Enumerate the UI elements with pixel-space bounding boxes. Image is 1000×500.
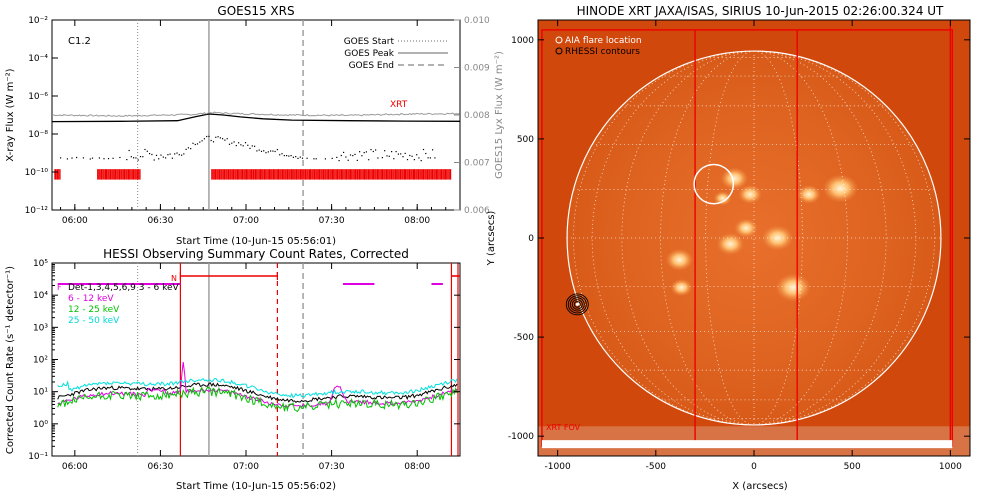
active-region (720, 167, 749, 190)
active-region (734, 218, 758, 238)
hessi-series-6-12keV (57, 361, 458, 408)
hessi-legend: Det-1,3,4,5,6,9 3 - 6 keV 6 - 12 keV 12 … (68, 283, 179, 326)
hessi-marker-f: F (57, 283, 62, 292)
hessi-y-tick-label: 10³ (33, 323, 48, 333)
goes-legend: GOES Start GOES Peak GOES End (344, 37, 448, 71)
goes-y-tick-label: 10⁻⁸ (28, 130, 48, 140)
active-region (665, 248, 694, 271)
hessi-y-tick-label: 10¹ (33, 388, 48, 398)
active-region (761, 225, 794, 251)
hessi-title: HESSI Observing Summary Count Rates, Cor… (103, 247, 409, 261)
goes-y-tick-label: 10⁻¹² (25, 206, 49, 216)
active-region (716, 232, 745, 255)
goes-x-tick-label: 07:30 (319, 216, 345, 226)
legend-rhessi: RHESSI contours (565, 47, 640, 57)
goes-x-tick-label: 08:00 (404, 216, 430, 226)
goes-title: GOES15 XRS (217, 4, 294, 18)
hessi-x-tick-label: 06:00 (62, 462, 88, 472)
goes-y-tick-label: 10⁻² (28, 16, 48, 26)
legend-goes-end: GOES End (349, 61, 394, 71)
legend-goes-peak: GOES Peak (344, 49, 394, 59)
xrt-x-tick-label: 500 (844, 462, 861, 472)
hessi-series-25-50keV (57, 378, 458, 399)
xrt-x-tick-label: -1000 (545, 462, 571, 472)
active-region (713, 191, 732, 206)
legend-hessi-6-12: 6 - 12 keV (68, 294, 114, 304)
goes-xrt-bars (54, 169, 452, 180)
hessi-y-tick-label: 10⁰ (33, 420, 48, 430)
goes-y-label: X-ray Flux (W m⁻²) (5, 68, 16, 161)
hessi-series (57, 361, 458, 413)
goes-series (52, 111, 460, 180)
goes-y-tick-label: 10⁻⁶ (28, 92, 48, 102)
hessi-x-tick-label: 08:00 (404, 462, 430, 472)
hessi-y-label: Corrected Count Rate (s⁻¹ detector⁻¹) (5, 266, 16, 454)
goes-long-series (52, 113, 460, 123)
xrt-fov-label: XRT FOV (546, 423, 581, 432)
xrt-y-tick-label: -1000 (508, 432, 534, 442)
xrt-y-label: Y (arcsecs) (486, 211, 497, 267)
xrt-image (538, 23, 970, 456)
xrt-x-tick-label: 0 (751, 462, 757, 472)
goes-lyx-series (52, 111, 460, 118)
hessi-x-tick-label: 07:00 (233, 462, 259, 472)
aia-flare-circle (693, 163, 735, 205)
hessi-y-tick-label: 10² (33, 356, 48, 366)
xrt-y-tick-label: -500 (514, 333, 535, 343)
legend-hessi-12-25: 12 - 25 keV (68, 305, 120, 315)
xrt-y-tick-label: 1000 (511, 36, 534, 46)
goes-class-label: C1.2 (68, 36, 91, 47)
solar-limb (566, 50, 942, 426)
hessi-marker-n: N (171, 274, 177, 283)
goes-y2-tick-label: 0.006 (464, 206, 490, 216)
goes-y-tick-label: 10⁻⁴ (28, 54, 48, 64)
goes-xrt-label: XRT (390, 100, 408, 110)
hessi-y-tick-label: 10⁴ (33, 291, 48, 301)
goes-panel: GOES15 XRS 06:00 06:30 07:00 07:30 08:00 10⁻¹… (5, 4, 505, 247)
hessi-series-3-6keV (57, 382, 458, 403)
legend-hessi-det: Det-1,3,4,5,6,9 3 - 6 keV (68, 283, 179, 293)
goes-x-label: Start Time (10-Jun-15 05:56:01) (176, 236, 336, 247)
xrt-x-label: X (arcsecs) (732, 481, 788, 492)
active-region (822, 174, 859, 203)
xrt-y-tick-label: 500 (517, 135, 534, 145)
xrt-y-tick-label: 0 (528, 234, 534, 244)
goes-axes: 06:00 06:30 07:00 07:30 08:00 10⁻¹² 10⁻¹⁰ 10⁻⁸ 1… (25, 16, 490, 226)
goes-short-series (60, 135, 436, 162)
active-region (797, 184, 821, 204)
hessi-x-tick-label: 07:30 (319, 462, 345, 472)
legend-aia-flare: AIA flare location (565, 36, 642, 46)
xrt-axes: -1000 -1000 -500 -500 0 0 500 500 1000 1000 (508, 20, 970, 472)
hessi-axes: 06:00 06:30 07:00 07:30 08:00 10⁻¹ 10⁰ 10¹ 10² 10… (28, 259, 460, 472)
goes-y2-tick-label: 0.010 (464, 16, 490, 26)
hessi-x-tick-label: 06:30 (147, 462, 173, 472)
hessi-y-tick-label: 10⁵ (33, 259, 48, 269)
hessi-x-label: Start Time (10-Jun-15 05:56:02) (176, 481, 336, 492)
xrt-x-tick-label: 1000 (939, 462, 962, 472)
goes-y2-tick-label: 0.007 (464, 159, 490, 169)
goes-y2-tick-label: 0.008 (464, 111, 490, 121)
xrt-x-tick-label: -500 (646, 462, 667, 472)
hessi-panel: HESSI Observing Summary Count Rates, Cor… (5, 247, 461, 492)
legend-hessi-25-50: 25 - 50 keV (68, 316, 120, 326)
goes-x-tick-label: 06:30 (147, 216, 173, 226)
goes-y-tick-label: 10⁻¹⁰ (25, 168, 49, 178)
legend-goes-start: GOES Start (344, 37, 395, 47)
rhessi-contours (565, 293, 589, 316)
goes-y2-tick-label: 0.009 (464, 64, 490, 74)
xrt-panel: HINODE XRT JAXA/ISAS, SIRIUS 10-Jun-2015… (486, 4, 971, 492)
xrt-legend: AIA flare location RHESSI contours (555, 36, 642, 57)
active-region (670, 278, 693, 297)
hessi-y-tick-label: 10⁻¹ (28, 452, 48, 462)
heliographic-grid (567, 50, 941, 426)
xrt-title: HINODE XRT JAXA/ISAS, SIRIUS 10-Jun-2015… (577, 4, 944, 18)
active-region (775, 273, 811, 302)
goes-x-tick-label: 06:00 (62, 216, 88, 226)
goes-y2-label: GOES15 Lyx Flux (W m⁻²) (494, 51, 505, 179)
active-region (738, 184, 762, 204)
hessi-series-12-25keV (57, 386, 458, 413)
goes-x-tick-label: 07:00 (233, 216, 259, 226)
